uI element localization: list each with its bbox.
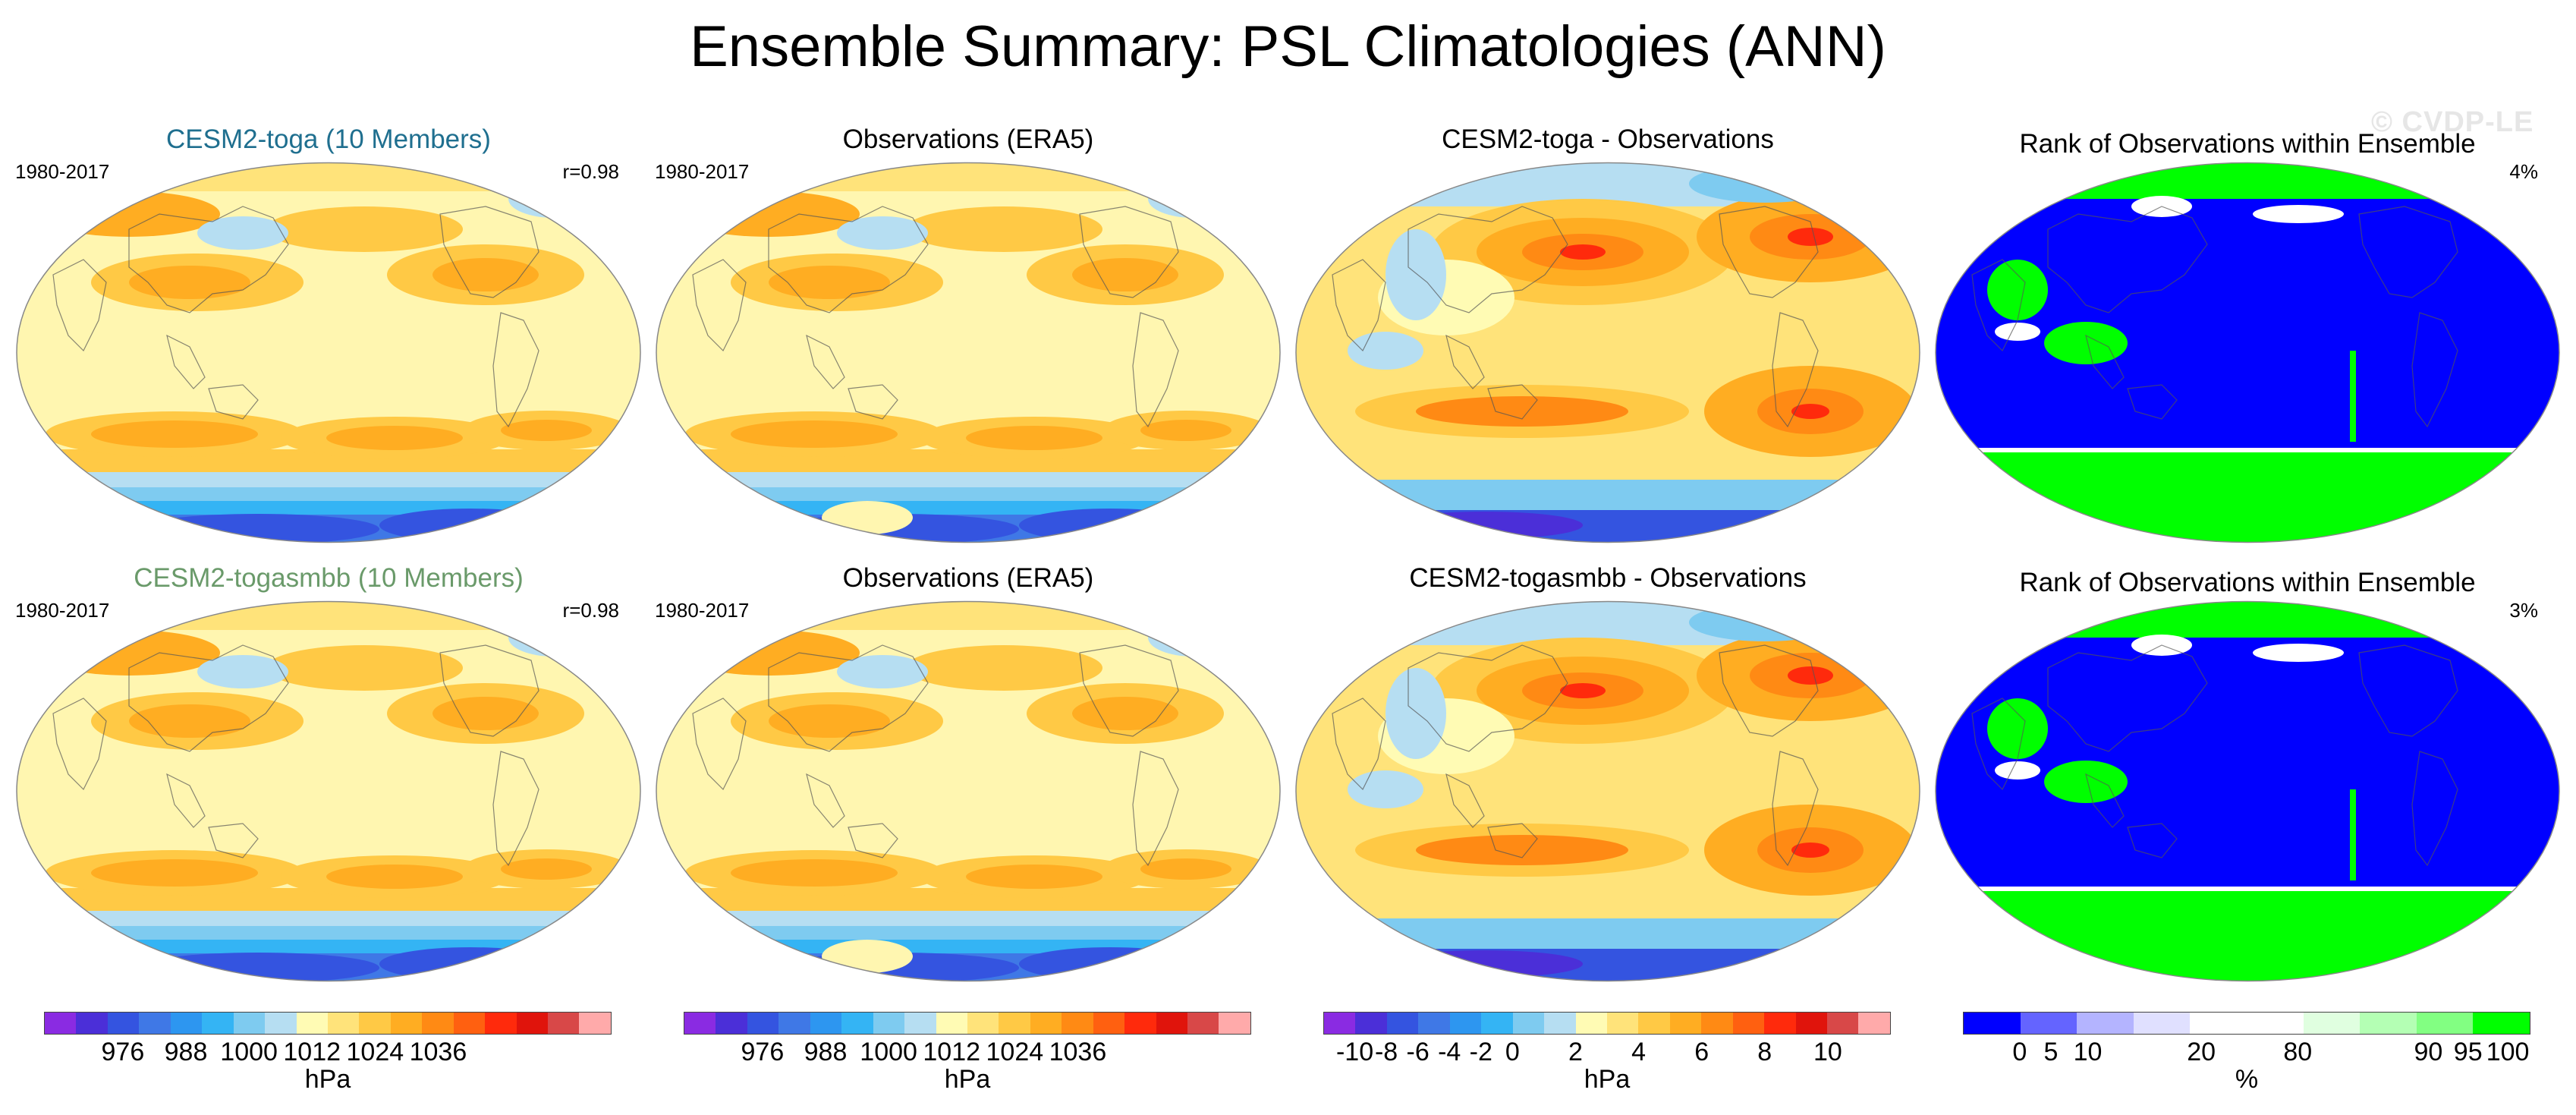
colorbar-tick-label: 1000 [220,1038,278,1066]
colorbar-tick-label: 1036 [1049,1038,1107,1066]
colorbar-tick-label: 988 [164,1038,208,1066]
colorbar-tick-label: 95 [2453,1038,2483,1066]
colorbar-tick-label: 988 [804,1038,848,1066]
correlation-label: r=0.98 [562,160,619,183]
map-model-row1 [16,162,641,543]
colorbar-tick-label: 6 [1694,1038,1709,1066]
colorbar-tick-label: 1000 [860,1038,917,1066]
colorbar-tick-label: 10 [1813,1038,1842,1066]
panel-title-diff-row2: CESM2-togasmbb - Observations [1409,563,1807,593]
colorbar-tick-label: -4 [1438,1038,1461,1066]
panel-title-rank-row1: Rank of Observations within Ensemble [2019,129,2476,159]
colorbar-tick-label: 976 [741,1038,785,1066]
colorbar-psl-obs [684,1012,1251,1035]
colorbar-unit-label: hPa [304,1065,351,1094]
period-label: 1980-2017 [655,599,750,622]
map-rank-row1 [1935,162,2560,543]
panel-title-model-row1: CESM2-toga (10 Members) [166,124,491,154]
colorbar-unit-label: hPa [1584,1065,1631,1094]
map-diff-row1 [1295,162,1920,543]
colorbar-rank [1963,1012,2530,1035]
period-label: 1980-2017 [15,160,110,183]
colorbar-tick-label: 20 [2187,1038,2216,1066]
colorbar-tick-label: 1024 [346,1038,404,1066]
colorbar-unit-label: % [2235,1065,2259,1094]
colorbar-tick-label: 1012 [923,1038,981,1066]
rank-percent-label: 3% [2509,599,2538,622]
colorbar-tick-label: 1036 [409,1038,467,1066]
colorbar-diff [1323,1012,1891,1035]
map-model-row2 [16,600,641,982]
correlation-label: r=0.98 [562,599,619,622]
map-diff-row2 [1295,600,1920,982]
colorbar-tick-label: -6 [1406,1038,1430,1066]
colorbar-tick-label: 0 [1505,1038,1520,1066]
colorbar-tick-label: 80 [2283,1038,2313,1066]
map-rank-row2 [1935,600,2560,982]
colorbar-tick-label: 10 [2073,1038,2103,1066]
colorbar-tick-label: 90 [2414,1038,2443,1066]
colorbar-tick-label: -10 [1335,1038,1374,1066]
colorbar-tick-label: 5 [2043,1038,2059,1066]
colorbar-tick-label: 0 [2012,1038,2027,1066]
colorbar-psl-model [44,1012,612,1035]
panel-title-diff-row1: CESM2-toga - Observations [1442,124,1774,154]
period-label: 1980-2017 [655,160,750,183]
colorbar-tick-label: -2 [1469,1038,1492,1066]
colorbar-tick-label: 8 [1757,1038,1772,1066]
colorbar-tick-label: 976 [101,1038,145,1066]
rank-percent-label: 4% [2509,160,2538,183]
panel-title-obs-row1: Observations (ERA5) [842,124,1094,154]
panel-title-obs-row2: Observations (ERA5) [842,563,1094,593]
period-label: 1980-2017 [15,599,110,622]
page-title: Ensemble Summary: PSL Climatologies (ANN… [690,14,1886,79]
colorbar-tick-label: 1012 [283,1038,341,1066]
colorbar-tick-label: 1024 [986,1038,1044,1066]
panel-title-rank-row2: Rank of Observations within Ensemble [2019,568,2476,597]
colorbar-tick-label: -8 [1374,1038,1398,1066]
colorbar-unit-label: hPa [944,1065,991,1094]
colorbar-tick-label: 100 [2486,1038,2530,1066]
watermark: © CVDP-LE [2371,106,2534,138]
map-obs-row2 [656,600,1281,982]
map-obs-row1 [656,162,1281,543]
panel-title-model-row2: CESM2-togasmbb (10 Members) [134,563,524,593]
colorbar-tick-label: 2 [1568,1038,1583,1066]
colorbar-tick-label: 4 [1631,1038,1646,1066]
